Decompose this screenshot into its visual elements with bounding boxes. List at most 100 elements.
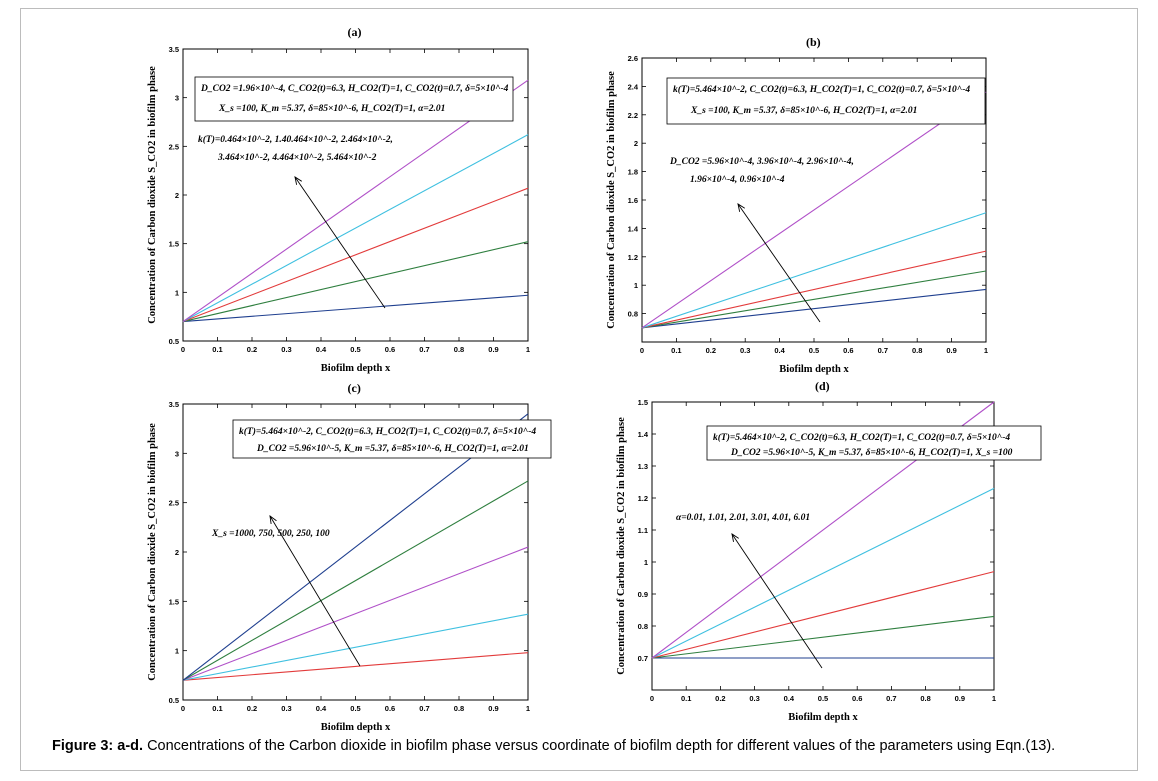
parameter-line: k(T)=5.464×10^-2, C_CO2(t)=6.3, H_CO2(T)… <box>239 426 536 437</box>
series-line-5 <box>641 91 987 329</box>
annotation-label: D_CO2 =5.96×10^-4, 3.96×10^-4, 2.96×10^-… <box>669 157 854 167</box>
y-tick-label: 2 <box>175 548 179 557</box>
y-tick-label: 0.5 <box>169 696 179 705</box>
y-tick-label: 2.2 <box>628 111 638 120</box>
parameter-box-border <box>706 425 1042 461</box>
y-tick-label: 1 <box>634 281 638 290</box>
x-tick-label: 1 <box>992 694 996 703</box>
annotation-arrowhead <box>731 533 739 542</box>
chart-panel-d: (d) 0 0.1 0.2 0.3 0.4 0.5 0.6 0.7 0.8 0.9 1 0.7 0.8 0.… <box>616 379 1042 723</box>
y-tick-label: 1.4 <box>638 430 649 439</box>
series-line-3 <box>641 250 987 329</box>
panel-title: (b) <box>806 35 821 49</box>
x-tick-label: 0.7 <box>419 345 429 354</box>
x-tick-label: 0.4 <box>316 704 327 713</box>
x-tick-label: 0.6 <box>843 346 853 355</box>
annotation-arrowhead <box>737 203 746 212</box>
x-tick-label: 0 <box>181 345 185 354</box>
y-tick-label: 2 <box>175 191 179 200</box>
x-tick-label: 0.2 <box>706 346 716 355</box>
series-line-3 <box>182 546 529 681</box>
parameter-box-border <box>232 419 552 459</box>
y-tick-label: 1 <box>644 558 648 567</box>
parameter-box: k(T)=5.464×10^-2, C_CO2(t)=6.3, H_CO2(T)… <box>706 425 1042 461</box>
x-tick-label: 1 <box>984 346 988 355</box>
y-tick-label: 1.2 <box>628 253 638 262</box>
series-line-4 <box>182 480 529 681</box>
y-tick-label: 2.6 <box>628 54 638 63</box>
x-tick-label: 0.1 <box>681 694 691 703</box>
annotation-label: k(T)=0.464×10^-2, 1.40.464×10^-2, 2.464×… <box>198 134 393 145</box>
y-tick-label: 2 <box>634 139 638 148</box>
x-tick-label: 0.9 <box>488 704 498 713</box>
chart-panel-a: (a) 0 0.1 0.2 0.3 0.4 0.5 0.6 0.7 0.8 0.9 1 0.5 1 1.5 2… <box>147 25 530 374</box>
x-tick-label: 0.5 <box>350 345 360 354</box>
x-tick-label: 0.7 <box>886 694 896 703</box>
x-tick-label: 0.9 <box>955 694 965 703</box>
x-tick-label: 0.3 <box>281 345 291 354</box>
series-line-1 <box>182 294 529 323</box>
y-axis-label: Concentration of Carbon dioxide S_CO2 in… <box>606 71 617 329</box>
parameter-box: D_CO2 =1.96×10^-4, C_CO2(t)=6.3, H_CO2(T… <box>194 76 514 122</box>
y-tick-label: 2.4 <box>628 82 639 91</box>
y-axis-label: Concentration of Carbon dioxide S_CO2 in… <box>147 66 158 324</box>
series-line-3 <box>182 187 529 323</box>
x-tick-label: 0.8 <box>920 694 930 703</box>
y-tick-label: 1.2 <box>638 494 648 503</box>
y-tick-label: 1 <box>175 288 179 297</box>
x-tick-label: 0.8 <box>454 345 464 354</box>
series-line-4 <box>651 487 995 659</box>
x-tick-label: 0.4 <box>784 694 795 703</box>
annotation-label: 1.96×10^-4, 0.96×10^-4 <box>690 175 785 185</box>
y-tick-label: 1.3 <box>638 462 648 471</box>
series-line-4 <box>641 212 987 329</box>
x-tick-label: 0.1 <box>212 704 222 713</box>
panel-title: (d) <box>815 379 830 393</box>
x-axis-label: Biofilm depth x <box>779 364 849 375</box>
annotation-label: X_s =1000, 750, 500, 250, 100 <box>211 529 330 539</box>
parameter-box-border <box>194 76 514 122</box>
parameter-line: k(T)=5.464×10^-2, C_CO2(t)=6.3, H_CO2(T)… <box>673 84 970 95</box>
x-tick-label: 0.3 <box>749 694 759 703</box>
annotation-arrow <box>294 176 386 309</box>
y-axis-label: Concentration of Carbon dioxide S_CO2 in… <box>616 417 627 675</box>
y-tick-label: 1.4 <box>628 224 639 233</box>
x-tick-label: 1 <box>526 345 530 354</box>
x-tick-label: 0.6 <box>385 704 395 713</box>
panel-title: (a) <box>348 25 362 39</box>
caption-label: Figure 3: a-d. <box>52 738 144 754</box>
annotation-arrowhead <box>269 515 277 524</box>
x-tick-label: 0 <box>181 704 185 713</box>
x-tick-label: 0.6 <box>852 694 862 703</box>
x-tick-label: 0.7 <box>878 346 888 355</box>
y-tick-label: 0.7 <box>638 654 648 663</box>
x-tick-label: 0.6 <box>385 345 395 354</box>
y-tick-label: 1.1 <box>638 526 648 535</box>
parameter-line: k(T)=5.464×10^-2, C_CO2(t)=6.3, H_CO2(T)… <box>713 432 1010 443</box>
series-line-1 <box>182 652 529 681</box>
series-line-3 <box>651 571 995 659</box>
x-axis-label: Biofilm depth x <box>321 722 391 733</box>
y-tick-label: 0.5 <box>169 337 179 346</box>
parameter-line: D_CO2 =1.96×10^-4, C_CO2(t)=6.3, H_CO2(T… <box>200 83 509 94</box>
x-tick-label: 0 <box>640 346 644 355</box>
y-tick-label: 3.5 <box>169 45 179 54</box>
parameter-line: D_CO2 =5.96×10^-5, K_m =5.37, δ=85×10^-6… <box>730 447 1013 458</box>
x-tick-label: 0.1 <box>671 346 681 355</box>
annotation-arrow <box>731 533 823 669</box>
y-tick-label: 1.5 <box>169 597 179 606</box>
y-tick-label: 1.6 <box>628 196 638 205</box>
x-tick-label: 0.5 <box>350 704 360 713</box>
series-line-2 <box>182 613 529 681</box>
x-tick-label: 0.1 <box>212 345 222 354</box>
x-tick-label: 0.9 <box>488 345 498 354</box>
series-line-2 <box>182 241 529 323</box>
y-tick-label: 1 <box>175 647 179 656</box>
y-tick-label: 3 <box>175 449 179 458</box>
x-tick-label: 0.2 <box>247 704 257 713</box>
y-tick-label: 2.5 <box>169 142 179 151</box>
x-tick-label: 0.8 <box>912 346 922 355</box>
x-tick-label: 0.3 <box>740 346 750 355</box>
chart-panel-c: (c) 0 0.1 0.2 0.3 0.4 0.5 0.6 0.7 0.8 0.9 1 0.5 1 1.5 2… <box>147 381 552 733</box>
y-axis-label: Concentration of Carbon dioxide S_CO2 in… <box>147 423 158 681</box>
